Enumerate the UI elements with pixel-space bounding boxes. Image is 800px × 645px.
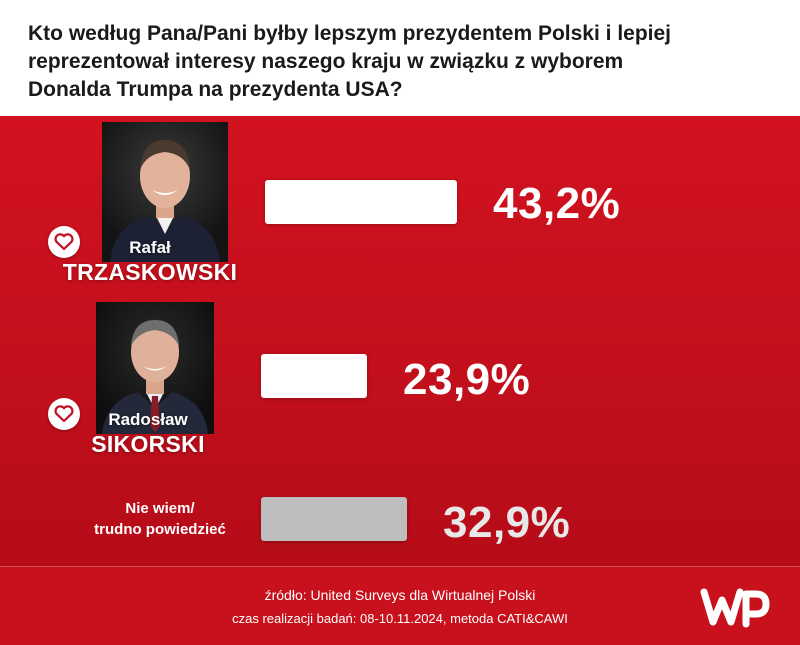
bar-sikorski — [261, 354, 367, 398]
person-silhouette-icon — [102, 122, 228, 262]
undecided-line-2: trudno powiedzieć — [94, 521, 226, 538]
data-label-trzaskowski: 43,2% — [493, 179, 621, 228]
undecided-label: Nie wiem/ trudno powiedzieć — [60, 498, 260, 540]
heart-icon — [48, 226, 80, 258]
data-label-sikorski: 23,9% — [403, 355, 531, 404]
candidate-first-name: Rafał — [129, 238, 171, 257]
candidate-name-trzaskowski: Rafał TRZASKOWSKI — [40, 238, 260, 286]
chart-title: Kto według Pana/Pani byłby lepszym prezy… — [28, 22, 672, 101]
bar-undecided — [261, 497, 407, 541]
undecided-line-1: Nie wiem/ — [125, 500, 195, 517]
survey-period-text: czas realizacji badań: 08-10.11.2024, me… — [232, 611, 568, 626]
footer: źródło: United Surveys dla Wirtualnej Po… — [0, 566, 800, 645]
candidate-name-sikorski: Radosław SIKORSKI — [38, 410, 258, 458]
candidate-last-name: SIKORSKI — [91, 431, 205, 457]
candidate-photo-sikorski — [80, 302, 230, 434]
bar-trzaskowski — [265, 180, 457, 224]
header: Kto według Pana/Pani byłby lepszym prezy… — [0, 0, 800, 116]
candidate-photo-trzaskowski — [90, 122, 240, 262]
wp-logo-icon — [700, 586, 770, 633]
heart-icon — [48, 398, 80, 430]
candidate-last-name: TRZASKOWSKI — [62, 259, 238, 285]
candidate-first-name: Radosław — [108, 410, 188, 429]
data-label-undecided: 32,9% — [443, 498, 571, 547]
person-silhouette-icon — [96, 302, 214, 434]
source-text: źródło: United Surveys dla Wirtualnej Po… — [264, 587, 536, 603]
